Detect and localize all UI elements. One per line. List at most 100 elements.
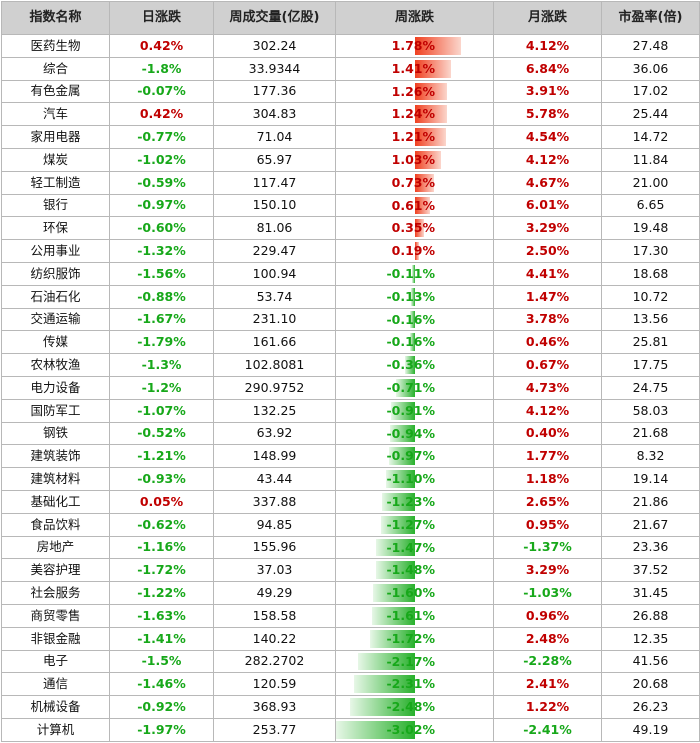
daily-change-cell: -1.21% [109,444,214,469]
daily-change-cell: -1.67% [109,307,214,332]
monthly-change-cell: 3.91% [493,79,602,104]
weekly-change-value: 1.78% [391,38,435,53]
weekly-change-value: -0.13% [386,288,435,304]
weekly-volume-cell: 33.9344 [213,56,336,81]
weekly-volume-cell: 65.97 [213,147,336,172]
weekly-loss-bar [354,675,415,694]
weekly-volume-cell: 53.74 [213,284,336,309]
pe-ratio-cell: 19.48 [601,216,700,241]
pe-ratio-cell: 10.72 [601,284,700,309]
weekly-change-value: 1.26% [391,83,435,99]
weekly-change-cell: -1.72% [335,626,494,651]
pe-ratio-cell: 41.56 [601,649,700,674]
pe-ratio-cell: 6.65 [601,193,700,218]
weekly-volume-cell: 148.99 [213,444,336,469]
daily-change-cell: -0.59% [109,170,214,195]
table-row: 汽车 0.42% 304.83 1.24% 5.78% 25.44 [1,102,700,127]
header-daily-change: 日涨跌 [109,1,214,35]
monthly-change-cell: 2.65% [493,489,602,514]
monthly-change-cell: 4.41% [493,261,602,286]
index-name-cell: 社会服务 [1,581,110,605]
pe-ratio-cell: 8.32 [601,444,700,469]
daily-change-cell: -0.77% [109,125,214,149]
index-name-cell: 通信 [1,672,110,697]
table-row: 煤炭 -1.02% 65.97 1.03% 4.12% 11.84 [1,147,700,172]
table-row: 建筑装饰 -1.21% 148.99 -0.97% 1.77% 8.32 [1,444,700,469]
weekly-volume-cell: 368.93 [213,695,336,719]
weekly-loss-bar [389,424,415,443]
weekly-loss-bar [349,698,415,716]
weekly-volume-cell: 49.29 [213,581,336,605]
weekly-change-cell: -1.10% [335,467,494,491]
monthly-change-cell: 1.77% [493,444,602,469]
header-weekly-change: 周涨跌 [335,1,494,35]
monthly-change-cell: 0.40% [493,421,602,446]
weekly-gain-bar [414,37,462,55]
weekly-change-cell: -1.23% [335,489,494,514]
index-name-cell: 汽车 [1,102,110,127]
pe-ratio-cell: 23.36 [601,535,700,560]
monthly-change-cell: 2.48% [493,626,602,651]
weekly-change-value: -2.31% [386,676,435,692]
weekly-change-value: 1.24% [391,106,435,122]
pe-ratio-cell: 21.00 [601,170,700,195]
weekly-volume-cell: 229.47 [213,239,336,263]
weekly-loss-bar [372,584,415,602]
weekly-change-value: -1.61% [386,607,435,623]
daily-change-cell: -1.07% [109,398,214,423]
weekly-change-cell: 0.19% [335,239,494,263]
index-name-cell: 环保 [1,216,110,241]
weekly-volume-cell: 290.9752 [213,375,336,400]
index-name-cell: 电力设备 [1,375,110,400]
weekly-change-cell: -0.36% [335,353,494,377]
weekly-volume-cell: 132.25 [213,398,336,423]
table-row: 食品饮料 -0.62% 94.85 -1.27% 0.95% 21.67 [1,512,700,537]
weekly-change-cell: 1.03% [335,147,494,172]
weekly-change-cell: -0.71% [335,375,494,400]
header-monthly-change: 月涨跌 [493,1,602,35]
pe-ratio-cell: 17.02 [601,79,700,104]
monthly-change-cell: 4.12% [493,398,602,423]
weekly-change-cell: -0.16% [335,330,494,355]
index-name-cell: 煤炭 [1,147,110,172]
index-name-cell: 建筑装饰 [1,444,110,469]
pe-ratio-cell: 26.23 [601,695,700,719]
table-body: 医药生物 0.42% 302.24 1.78% 4.12% 27.48 综合 -1.8% 33.… [1,34,700,742]
index-name-cell: 食品饮料 [1,512,110,537]
monthly-change-cell: 1.47% [493,284,602,309]
monthly-change-cell: 3.29% [493,558,602,583]
weekly-loss-bar [382,492,415,511]
weekly-change-cell: 1.21% [335,125,494,149]
monthly-change-cell: 0.46% [493,330,602,355]
daily-change-cell: -1.5% [109,649,214,674]
weekly-change-cell: -2.48% [335,695,494,719]
pe-ratio-cell: 27.48 [601,34,700,58]
table-row: 商贸零售 -1.63% 158.58 -1.61% 0.96% 26.88 [1,603,700,628]
weekly-gain-bar [414,219,424,238]
header-pe-ratio: 市盈率(倍) [601,1,700,35]
weekly-volume-cell: 120.59 [213,672,336,697]
daily-change-cell: -1.16% [109,535,214,560]
weekly-volume-cell: 94.85 [213,512,336,537]
index-name-cell: 银行 [1,193,110,218]
weekly-change-value: -1.72% [386,630,435,646]
monthly-change-cell: 6.01% [493,193,602,218]
daily-change-cell: -0.97% [109,193,214,218]
daily-change-cell: -1.97% [109,717,214,742]
index-name-cell: 机械设备 [1,695,110,719]
weekly-change-cell: -0.94% [335,421,494,446]
monthly-change-cell: 2.50% [493,239,602,263]
weekly-volume-cell: 100.94 [213,261,336,286]
index-name-cell: 农林牧渔 [1,353,110,377]
table-row: 传媒 -1.79% 161.66 -0.16% 0.46% 25.81 [1,330,700,355]
weekly-change-cell: 1.41% [335,56,494,81]
table-row: 交通运输 -1.67% 231.10 -0.16% 3.78% 13.56 [1,307,700,332]
weekly-change-cell: -0.11% [335,261,494,286]
index-name-cell: 轻工制造 [1,170,110,195]
table-row: 建筑材料 -0.93% 43.44 -1.10% 1.18% 19.14 [1,467,700,491]
index-name-cell: 石油石化 [1,284,110,309]
weekly-loss-bar [395,378,415,397]
monthly-change-cell: 6.84% [493,56,602,81]
daily-change-cell: -0.52% [109,421,214,446]
